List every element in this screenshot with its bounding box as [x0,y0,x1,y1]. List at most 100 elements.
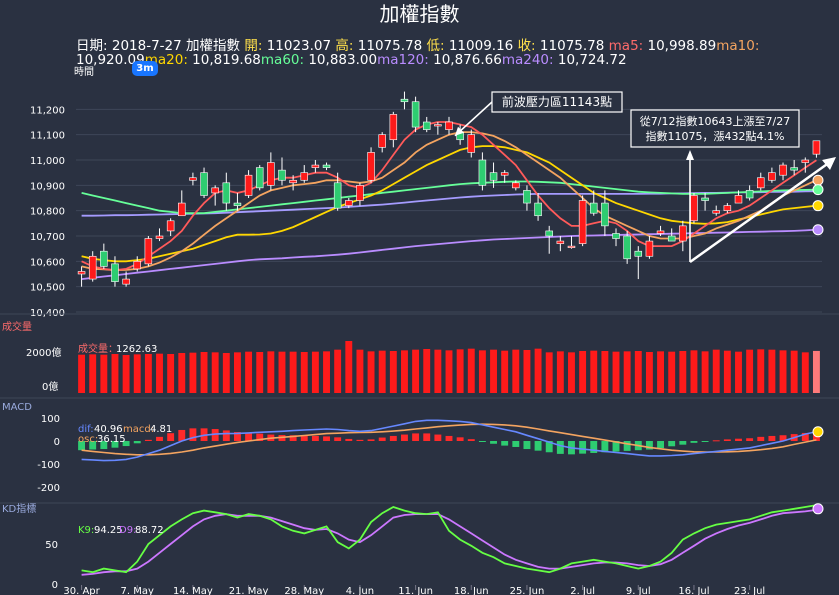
x-tick-label: 18. Jun [454,586,489,595]
candle [244,174,253,196]
timeframe-3m-button[interactable]: 3m [132,61,158,76]
ma20-end-marker [812,200,824,212]
osc-bar [501,441,509,446]
volume-bar [334,349,342,393]
candle [389,114,398,141]
candle [745,190,754,199]
candle [278,169,286,181]
x-tick-label: 4. Jun [346,586,374,595]
volume-bar [189,352,197,393]
volume-bar [133,354,141,393]
osc-bar [300,435,308,441]
osc-bar [579,441,587,454]
osc-bar [133,441,141,444]
candle [289,179,297,184]
osc-bar [601,441,609,453]
candle [679,225,687,242]
low-value: 11009.16 [448,38,514,54]
osc-bar [612,441,620,452]
volume-bar [311,351,319,393]
osc-bar [189,428,197,441]
osc-bar [445,435,453,441]
osc-bar [423,433,431,441]
price-tick-label: 10,500 [30,283,65,294]
candle [222,182,231,204]
x-tick-label: 2. Jul [570,586,595,595]
rally-vertical-arrowhead [686,150,694,160]
index-name: 加權指數 [186,38,241,54]
ma240-label: ma240: [501,52,554,68]
ma20-value: 10,819.68 [192,52,261,68]
low-label: 低: [426,38,445,54]
pressure-arrowhead [455,126,464,136]
volume-tick-label: 2000億 [26,346,61,359]
candle [467,134,476,153]
osc-bar [167,433,175,441]
volume-label: 成交量： [78,342,118,355]
high-value: 11075.78 [357,38,423,54]
osc-bar [490,441,497,444]
candle [255,167,264,189]
osc-bar [512,441,520,447]
volume-bar [779,350,787,393]
osc-bar [434,434,442,441]
candle [812,140,821,155]
candle [578,200,587,244]
candle [311,164,320,168]
volume-bar [245,351,253,393]
ma240-end-marker [812,224,824,236]
ma240-value: 10,724.72 [557,52,627,68]
price-tick-label: 10,600 [30,257,65,268]
volume-bar [356,349,364,393]
candle [411,101,420,128]
candle [211,187,219,194]
ma60-line [81,180,817,215]
rally-trend-arrow [689,160,831,264]
candle [656,230,665,234]
volume-tick-label: 0億 [42,380,58,393]
macd-value: 4.81 [150,424,172,435]
candle [723,205,732,211]
candle [489,172,498,181]
osc-bar [78,441,86,451]
volume-bar [645,352,653,393]
kd-end-marker [812,503,824,515]
volume-bar [122,355,130,393]
volume-bar [211,352,219,393]
volume-bar [668,351,676,393]
osc-bar [779,435,787,441]
candle [333,182,342,209]
volume-bar [100,354,108,393]
candle [645,240,654,257]
osc-bar [556,441,564,454]
x-tick-label: 9. Jul [626,586,651,595]
volume-bar [590,350,598,393]
x-tick-label: 21. May [229,586,269,595]
osc-bar [712,440,720,442]
osc-bar [311,435,319,441]
volume-bar [233,352,241,393]
volume-bar [612,351,620,393]
volume-bar [623,351,631,393]
candle [534,202,542,217]
osc-bar [768,435,776,441]
volume-bar [222,353,230,393]
osc-bar [735,438,742,441]
ma120-label: ma120: [377,52,429,68]
volume-bar [657,351,665,393]
candle [434,124,442,127]
osc-bar [334,437,342,441]
osc-bar [389,435,397,441]
osc-bar [156,436,163,441]
candle [77,271,86,275]
osc-bar [690,441,698,443]
ma10-end-marker [812,174,824,186]
ma10-line [81,131,817,272]
volume-bar [412,349,420,393]
volume-bar [89,354,97,393]
candle [233,202,242,206]
candle [100,250,108,267]
candle [768,172,776,181]
open-value: 11023.07 [266,38,332,54]
volume-bar [367,351,375,393]
